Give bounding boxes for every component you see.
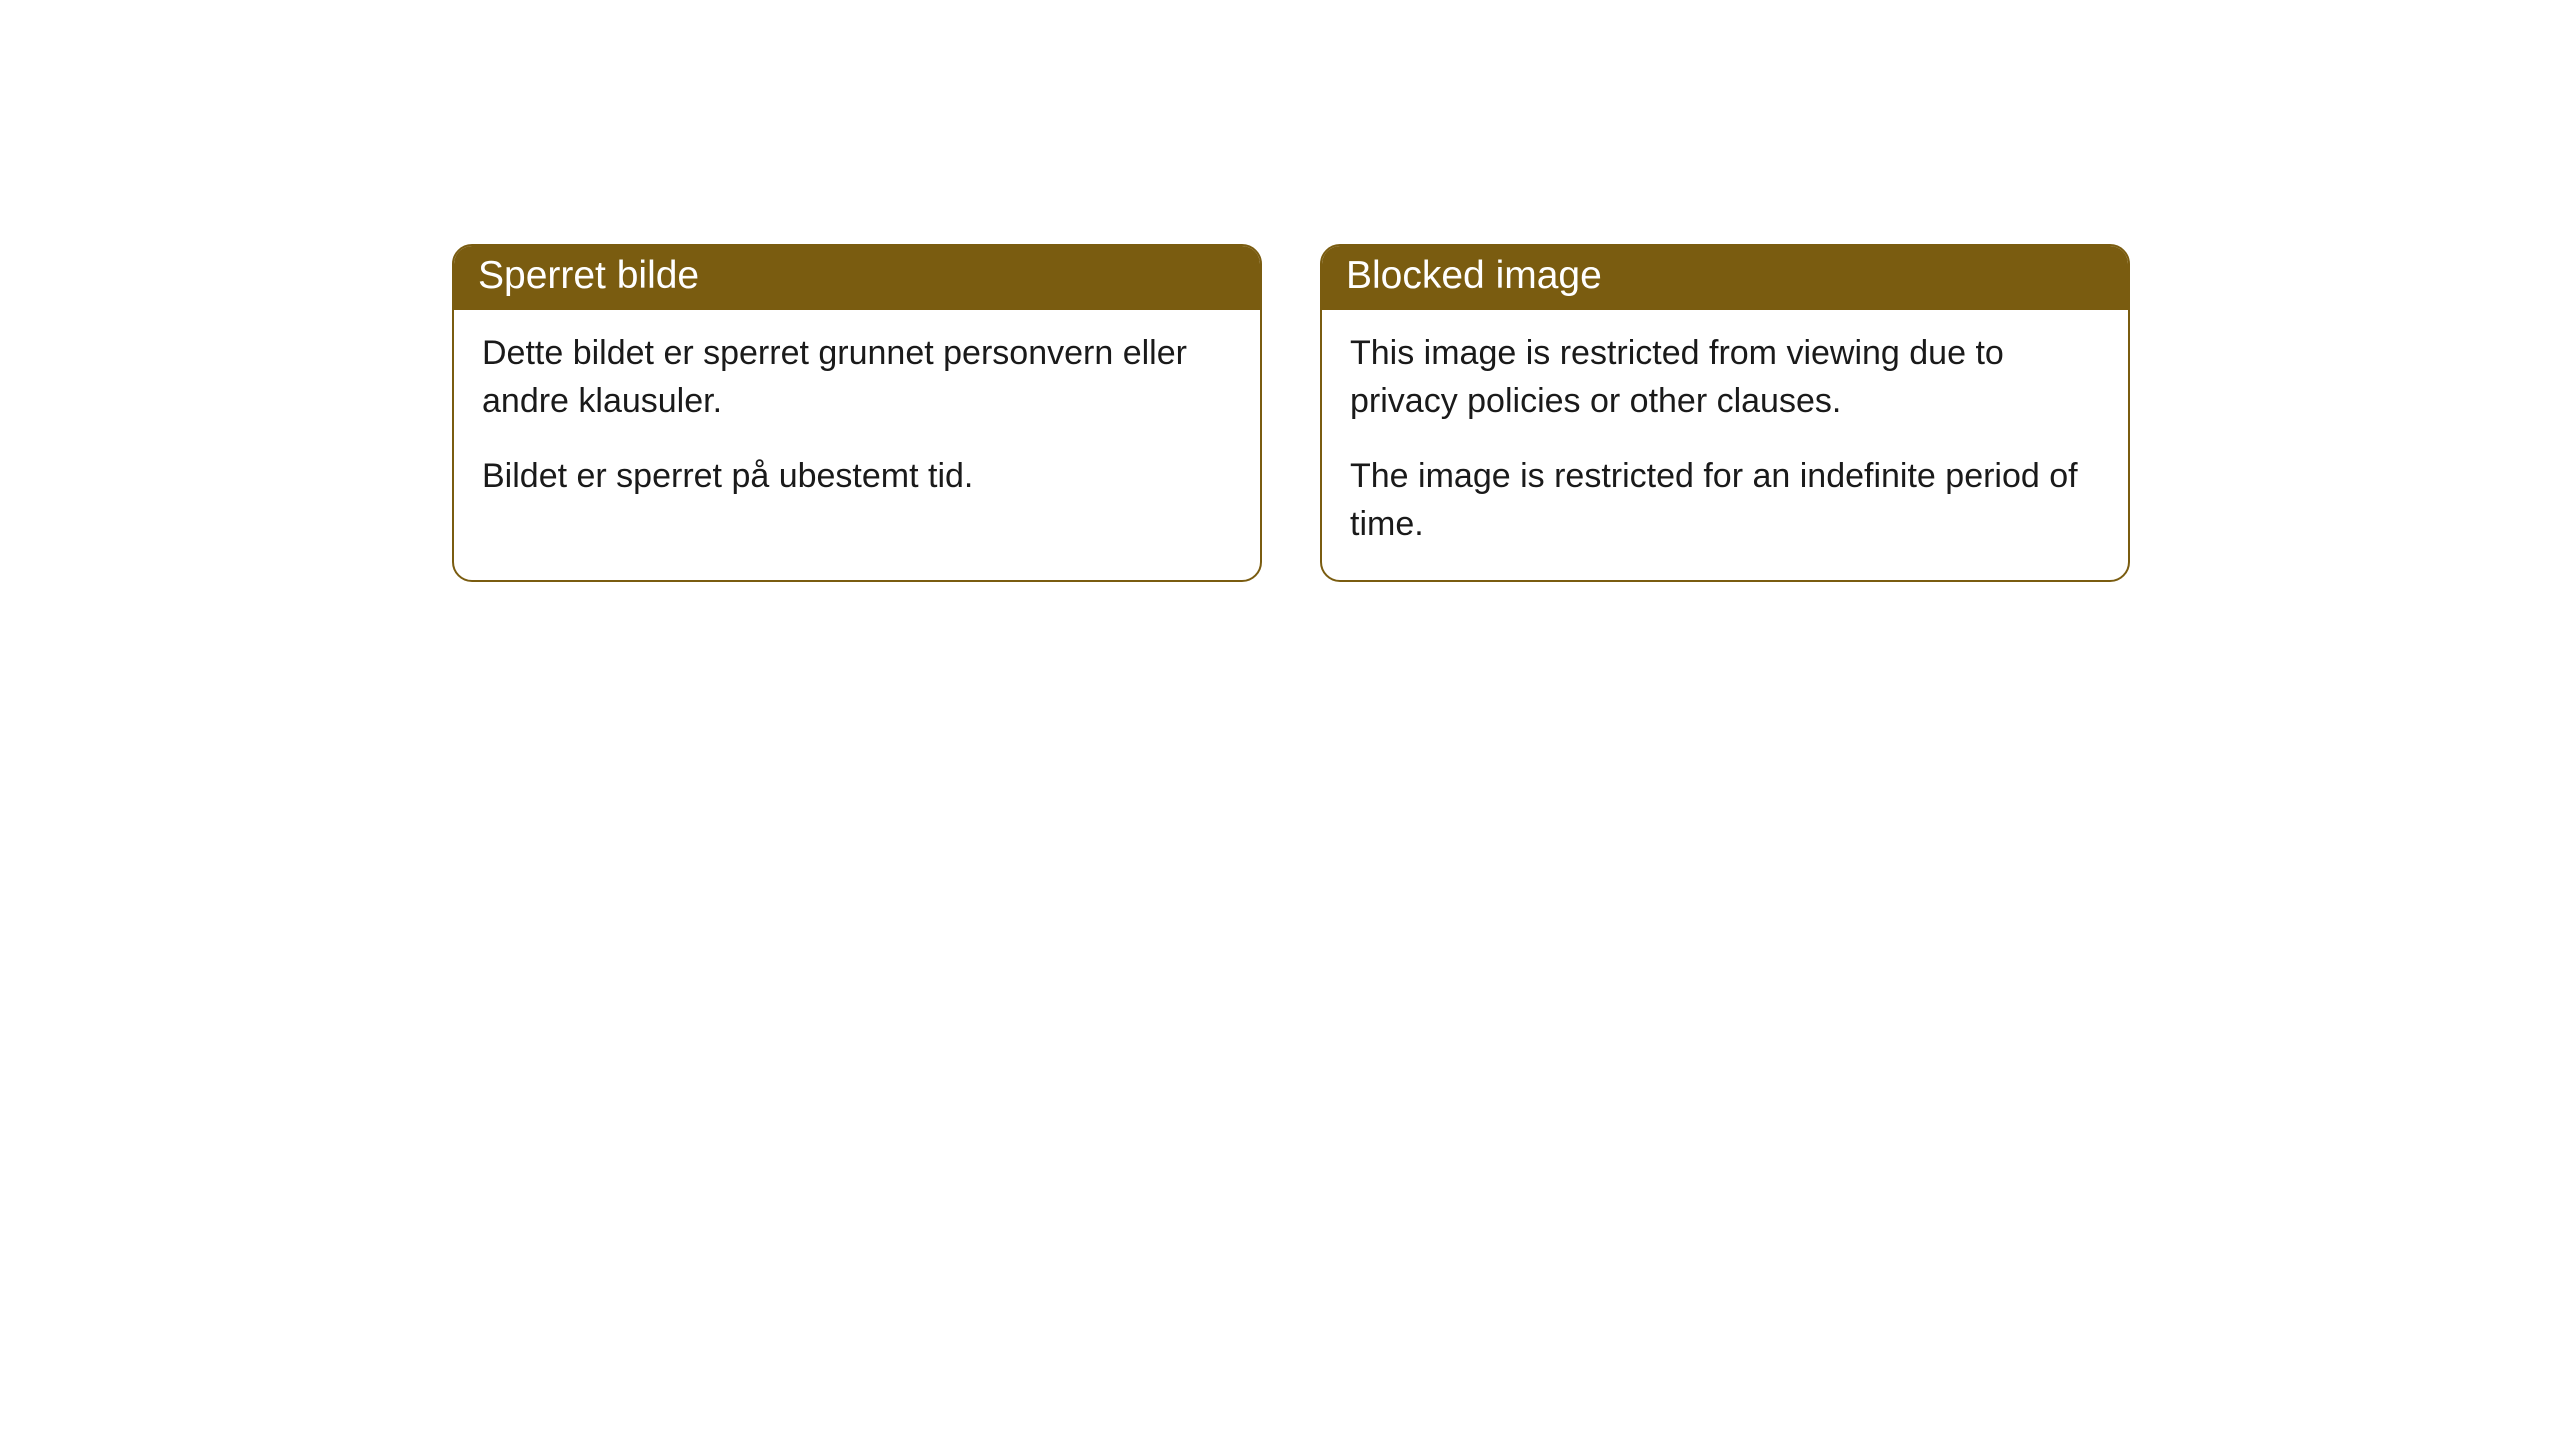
card-container: Sperret bilde Dette bildet er sperret gr…	[0, 0, 2560, 582]
blocked-image-card-norwegian: Sperret bilde Dette bildet er sperret gr…	[452, 244, 1262, 582]
card-paragraph-2-english: The image is restricted for an indefinit…	[1350, 453, 2100, 548]
blocked-image-card-english: Blocked image This image is restricted f…	[1320, 244, 2130, 582]
card-paragraph-1-english: This image is restricted from viewing du…	[1350, 330, 2100, 425]
card-body-english: This image is restricted from viewing du…	[1322, 310, 2128, 580]
card-title-english: Blocked image	[1322, 246, 2128, 310]
card-paragraph-1-norwegian: Dette bildet er sperret grunnet personve…	[482, 330, 1232, 425]
card-title-norwegian: Sperret bilde	[454, 246, 1260, 310]
card-body-norwegian: Dette bildet er sperret grunnet personve…	[454, 310, 1260, 533]
card-paragraph-2-norwegian: Bildet er sperret på ubestemt tid.	[482, 453, 1232, 501]
